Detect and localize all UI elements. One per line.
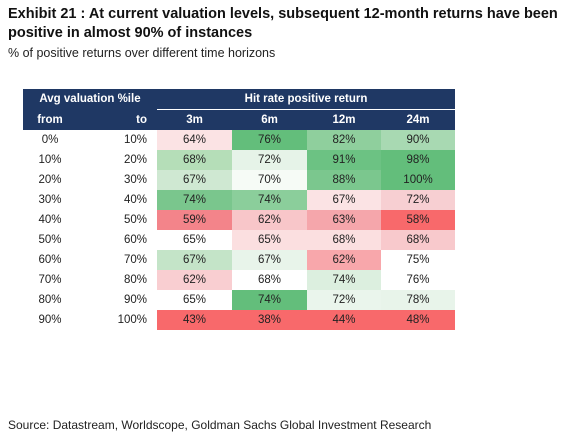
heatmap-cell-24m: 48% [381,310,456,330]
heatmap-cell-24m: 72% [381,190,456,210]
hit-rate-table: Avg valuation %ile Hit rate positive ret… [23,89,456,330]
row-from-label: 80% [38,294,62,306]
heatmap-cell-12m: 91% [307,150,381,170]
table-row: 40% 50% 59% 62% 63% 58% [23,210,456,230]
row-from-label: 50% [38,234,62,246]
heatmap-cell-3m: 68% [157,150,232,170]
heatmap-cell-24m: 68% [381,230,456,250]
heatmap-cell-24m: 90% [381,130,456,150]
row-to-label: 10% [123,134,147,146]
table-row: 20% 30% 67% 70% 88% 100% [23,170,456,190]
heatmap-cell-3m: 67% [157,170,232,190]
row-from-label: 60% [38,254,62,266]
heatmap-cell-6m: 74% [232,190,307,210]
heatmap-cell-6m: 76% [232,130,307,150]
chart-title: Exhibit 21 : At current valuation levels… [8,6,558,41]
heatmap-cell-6m: 74% [232,290,307,310]
heatmap-cell-3m: 64% [157,130,232,150]
header-col-3m: 3m [186,114,203,126]
header-hit-rate: Hit rate positive return [157,89,456,110]
row-to-label: 80% [123,274,147,286]
row-to-label: 90% [123,294,147,306]
header-col-24m: 24m [406,114,430,126]
table-row: 60% 70% 67% 67% 62% 75% [23,250,456,270]
heatmap-cell-24m: 58% [381,210,456,230]
header-avg-valuation: Avg valuation %ile [39,93,141,106]
row-from-label: 90% [38,314,62,326]
header-row-top: Avg valuation %ile Hit rate positive ret… [23,89,456,110]
heatmap-cell-6m: 70% [232,170,307,190]
row-from-label: 30% [38,194,62,206]
heatmap-cell-3m: 62% [157,270,232,290]
header-to: to [136,113,147,126]
heatmap-cell-12m: 82% [307,130,381,150]
heatmap-cell-6m: 38% [232,310,307,330]
header-from: from [37,113,63,126]
table-row: 70% 80% 62% 68% 74% 76% [23,270,456,290]
heatmap-cell-12m: 88% [307,170,381,190]
heatmap-cell-3m: 43% [157,310,232,330]
heatmap-cell-6m: 68% [232,270,307,290]
table-row: 0% 10% 64% 76% 82% 90% [23,130,456,150]
row-to-label: 100% [117,314,147,326]
heatmap-cell-12m: 72% [307,290,381,310]
heatmap-cell-6m: 62% [232,210,307,230]
table-row: 10% 20% 68% 72% 91% 98% [23,150,456,170]
row-from-label: 0% [41,134,59,146]
heatmap-cell-24m: 100% [381,170,456,190]
chart-subtitle: % of positive returns over different tim… [8,46,276,60]
row-to-label: 60% [123,234,147,246]
row-from-label: 40% [38,214,62,226]
heatmap-cell-12m: 74% [307,270,381,290]
row-to-label: 50% [123,214,147,226]
heatmap-cell-3m: 67% [157,250,232,270]
source-note: Source: Datastream, Worldscope, Goldman … [8,418,432,432]
heatmap-cell-24m: 78% [381,290,456,310]
header-col-12m: 12m [332,114,356,126]
table-row: 90% 100% 43% 38% 44% 48% [23,310,456,330]
row-from-label: 20% [38,174,62,186]
heatmap-cell-3m: 65% [157,230,232,250]
row-to-label: 30% [123,174,147,186]
heatmap-cell-12m: 62% [307,250,381,270]
heatmap-cell-3m: 59% [157,210,232,230]
heatmap-cell-6m: 72% [232,150,307,170]
table-row: 30% 40% 74% 74% 67% 72% [23,190,456,210]
row-from-label: 10% [38,154,62,166]
header-row-bottom: from to 3m 6m 12m 24m [23,109,456,130]
table-row: 80% 90% 65% 74% 72% 78% [23,290,456,310]
row-to-label: 70% [123,254,147,266]
table-row: 50% 60% 65% 65% 68% 68% [23,230,456,250]
heatmap-cell-6m: 67% [232,250,307,270]
heatmap-cell-3m: 74% [157,190,232,210]
header-col-6m: 6m [261,114,278,126]
heatmap-cell-24m: 76% [381,270,456,290]
heatmap-cell-12m: 67% [307,190,381,210]
heatmap-cell-12m: 68% [307,230,381,250]
heatmap-cell-6m: 65% [232,230,307,250]
row-from-label: 70% [38,274,62,286]
heatmap-cell-12m: 44% [307,310,381,330]
row-to-label: 40% [123,194,147,206]
heatmap-cell-24m: 98% [381,150,456,170]
heatmap-cell-3m: 65% [157,290,232,310]
row-to-label: 20% [123,154,147,166]
heatmap-cell-12m: 63% [307,210,381,230]
heatmap-cell-24m: 75% [381,250,456,270]
